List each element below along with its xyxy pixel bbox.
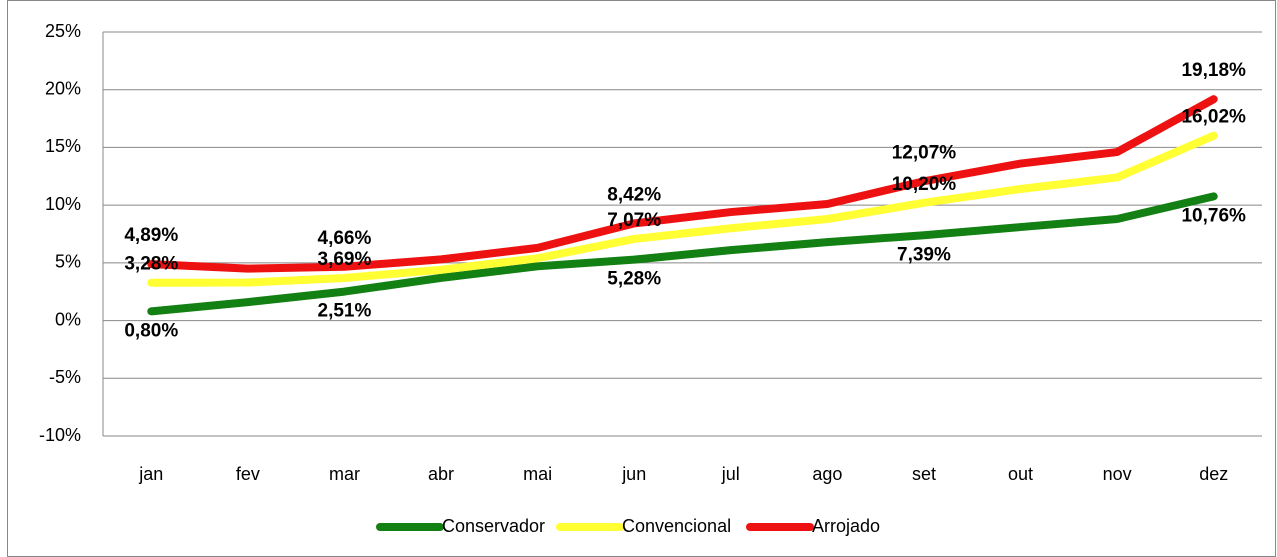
y-tick-label: 25% — [45, 21, 81, 41]
data-label: 4,89% — [124, 225, 178, 246]
data-label: 2,51% — [318, 301, 372, 322]
y-tick-label: 5% — [55, 252, 81, 272]
legend-label: Conservador — [442, 516, 545, 536]
x-tick-label: jan — [138, 464, 163, 484]
x-tick-label: jun — [621, 464, 646, 484]
data-label: 7,39% — [897, 244, 951, 265]
data-label: 10,76% — [1181, 205, 1246, 226]
y-tick-label: 20% — [45, 78, 81, 98]
x-tick-label: fev — [236, 464, 260, 484]
x-tick-label: nov — [1103, 464, 1132, 484]
line — [147, 131, 1218, 287]
data-label: 3,69% — [318, 249, 372, 270]
x-tick-label: abr — [428, 464, 454, 484]
data-label: 19,18% — [1181, 60, 1246, 81]
data-label: 8,42% — [607, 184, 661, 205]
x-tick-label: out — [1008, 464, 1033, 484]
line — [147, 192, 1218, 316]
line — [147, 95, 1218, 273]
y-tick-label: -5% — [49, 367, 81, 387]
y-tick-label: 10% — [45, 194, 81, 214]
data-label: 0,80% — [124, 320, 178, 341]
x-tick-label: mai — [523, 464, 552, 484]
x-tick-label: jul — [721, 464, 740, 484]
y-tick-label: 0% — [55, 309, 81, 329]
data-label: 10,20% — [892, 174, 957, 195]
x-tick-label: ago — [812, 464, 842, 484]
chart-border — [7, 0, 1276, 557]
x-tick-label: set — [912, 464, 936, 484]
legend-label: Arrojado — [812, 516, 880, 536]
data-label: 5,28% — [607, 269, 661, 290]
data-label: 7,07% — [607, 210, 661, 231]
data-label: 4,66% — [318, 228, 372, 249]
x-tick-label: dez — [1199, 464, 1228, 484]
legend-label: Convencional — [622, 516, 731, 536]
y-tick-label: 15% — [45, 136, 81, 156]
data-label: 3,28% — [124, 254, 178, 275]
y-tick-label: -10% — [39, 425, 81, 445]
data-label: 16,02% — [1181, 107, 1246, 128]
data-label: 12,07% — [892, 142, 957, 163]
x-tick-label: mar — [329, 464, 360, 484]
